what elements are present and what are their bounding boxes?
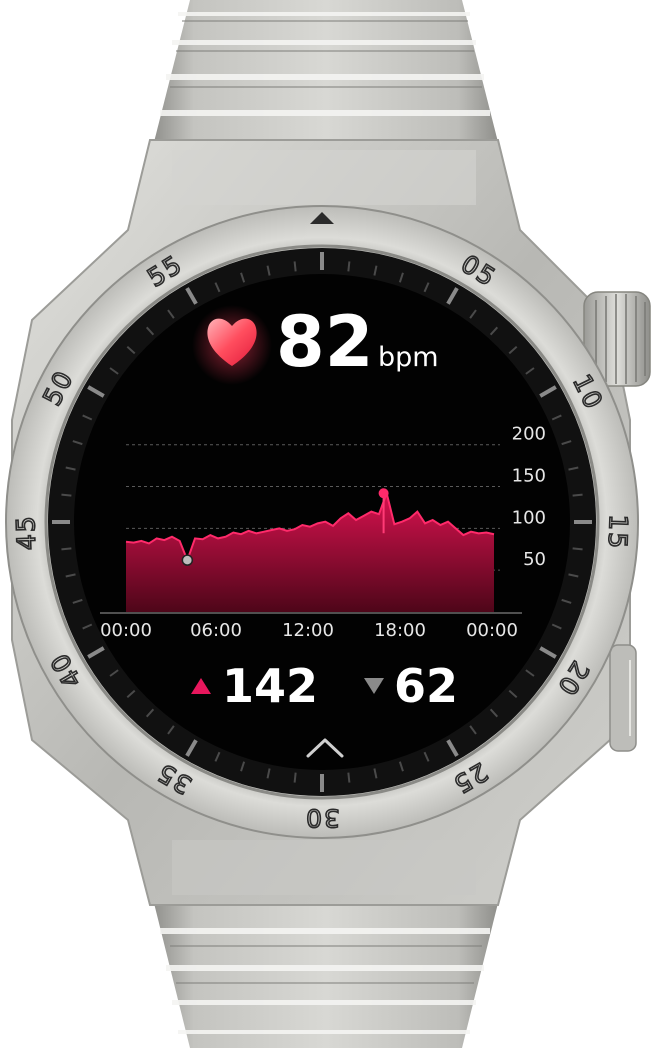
chapter-tick [551,414,562,421]
x-tick-label: 12:00 [282,620,334,641]
chapter-tick [561,598,572,604]
bezel-number: 30 [304,804,340,833]
chapter-tick [109,669,119,677]
max-point-marker [378,488,389,499]
chapter-tick [572,493,583,497]
chapter-tick [109,367,119,375]
y-tick-label: 50 [523,549,546,570]
max-heart-rate-value: 142 [222,659,318,713]
chapter-tick [572,547,583,551]
chapter-tick [525,669,535,677]
heart-rate-unit: bpm [378,342,439,373]
chapter-tick [525,367,535,375]
chapter-tick [65,573,76,578]
chevron-up-icon[interactable] [306,738,344,758]
chapter-tick [423,282,430,293]
chapter-tick [446,287,459,305]
chapter-tick [167,309,175,319]
y-tick-label: 200 [512,424,546,445]
x-tick-label: 00:00 [100,620,152,641]
chapter-tick [266,265,271,276]
chapter-tick [185,287,198,305]
chapter-tick [167,725,175,735]
down-triangle-icon [364,678,384,694]
chapter-tick [145,326,155,336]
heart-rate-value: 82 [276,301,373,383]
bezel-marker-icon [310,212,334,224]
y-tick-label: 150 [512,466,546,487]
heart-icon [192,305,272,385]
bezel-number: 15 [603,514,633,551]
chapter-tick [185,739,198,757]
chapter-tick [551,623,562,630]
chapter-tick [87,385,105,398]
top-strap [152,0,500,150]
min-heart-rate-value: 62 [394,659,458,713]
chapter-tick [240,761,246,772]
chapter-tick [508,345,518,355]
x-tick-label: 00:00 [466,620,518,641]
chapter-tick [145,708,155,718]
chapter-tick [373,768,378,779]
chapter-tick [293,772,297,783]
chapter-tick [82,623,93,630]
chapter-tick [398,272,404,283]
chapter-tick [293,261,297,272]
chapter-tick [82,414,93,421]
chapter-tick [568,466,579,471]
chapter-tick [373,265,378,276]
chapter-tick [126,689,136,699]
chapter-tick [347,772,351,783]
chapter-tick [469,309,477,319]
chapter-tick [61,493,72,497]
chapter-tick [214,282,221,293]
y-tick-label: 100 [512,507,546,528]
chapter-tick [87,646,105,659]
chapter-tick [72,440,83,446]
chapter-tick [214,751,221,762]
chapter-tick [489,708,499,718]
chapter-tick [423,751,430,762]
chapter-tick [539,646,557,659]
chapter-tick [469,725,477,735]
chapter-tick [61,547,72,551]
chapter-tick [539,385,557,398]
up-triangle-icon [191,678,211,694]
chapter-tick [561,440,572,446]
heart-rate-chart: 200 150 100 50 00:00 06:00 12:00 18:00 00:00 [100,424,546,641]
bottom-strap [152,895,500,1048]
chapter-tick [508,689,518,699]
chapter-tick [72,598,83,604]
screen: 82 bpm 200 150 100 50 00:00 06:00 12:00 18:00 00… [48,248,596,796]
x-tick-label: 06:00 [190,620,242,641]
chapter-tick [398,761,404,772]
chapter-tick [266,768,271,779]
chapter-tick [568,573,579,578]
min-point-marker [181,554,194,566]
chapter-tick [65,466,76,471]
heart-rate-area [126,493,494,612]
crown-button[interactable] [583,291,651,387]
chapter-tick [489,326,499,336]
x-tick-label: 18:00 [374,620,426,641]
chapter-tick [347,261,351,272]
chapter-ring-ticks [52,252,592,792]
bezel-number: 45 [11,514,41,551]
side-button[interactable] [609,644,637,752]
chapter-tick [126,345,136,355]
chapter-tick [240,272,246,283]
chapter-tick [446,739,459,757]
